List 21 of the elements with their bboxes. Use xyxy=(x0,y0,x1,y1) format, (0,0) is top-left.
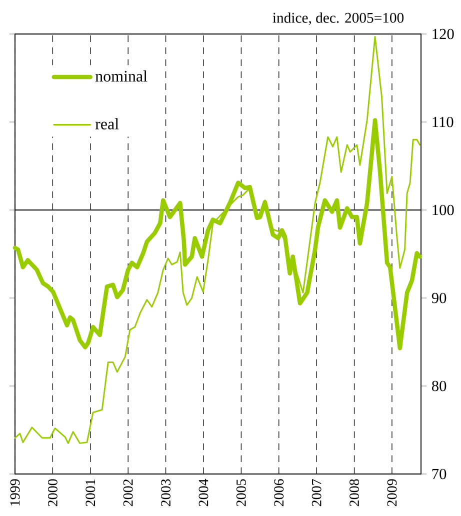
x-tick-label: 2002 xyxy=(123,479,133,506)
y-tick-label: 100 xyxy=(432,204,454,216)
line-series xyxy=(14,36,421,444)
legend-label: nominal xyxy=(95,70,148,82)
x-tick-label: 2005 xyxy=(236,479,246,506)
y-tick-label: 120 xyxy=(432,28,454,40)
x-tick-label: 2004 xyxy=(198,478,208,506)
x-tick-label: 2000 xyxy=(48,479,58,506)
y-tick-label: 90 xyxy=(432,292,446,304)
x-tick-label: 2008 xyxy=(350,479,360,506)
y-tick-label: 80 xyxy=(432,380,446,392)
y-axis-title: indice, dec. 2005=100 xyxy=(272,12,404,25)
x-tick-label: 2001 xyxy=(86,480,96,506)
x-tick-label: 2006 xyxy=(274,479,284,506)
y-tick-label: 110 xyxy=(432,116,454,128)
x-tick-label: 1999 xyxy=(10,479,20,506)
x-tick-label: 2007 xyxy=(312,479,322,506)
legend-label: real xyxy=(95,118,119,130)
x-tick-label: 2003 xyxy=(161,479,171,506)
x-tick-label: 2009 xyxy=(387,479,397,506)
y-tick-label: 70 xyxy=(432,468,446,480)
